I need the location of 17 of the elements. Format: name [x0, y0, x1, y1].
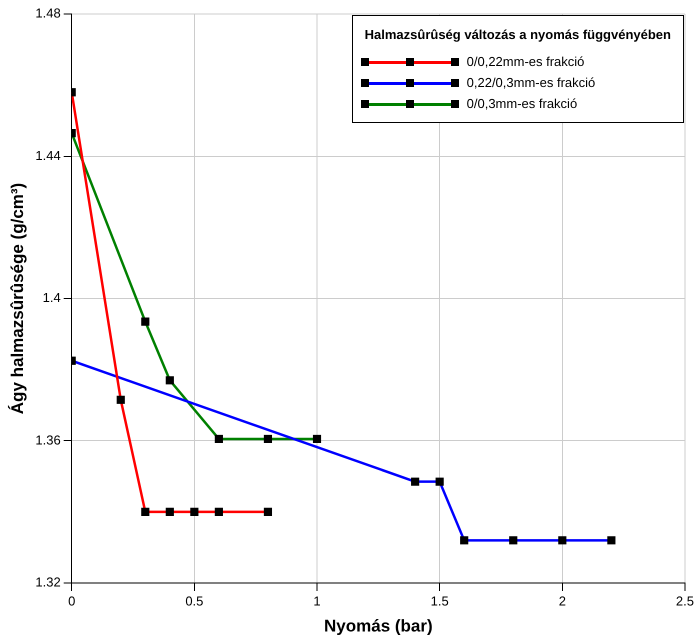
legend-label: 0/0,3mm-es frakció: [466, 95, 578, 113]
y-tick-label: 1.4: [42, 290, 61, 306]
y-tick-label: 1.36: [35, 432, 61, 448]
y-tick-label: 1.48: [35, 6, 61, 21]
x-axis-title: Nyomás (bar): [324, 616, 433, 636]
y-tick-label: 1.32: [35, 574, 61, 590]
x-tick-label: 1: [313, 593, 321, 608]
y-axis-title: Ágy halmazsûrûsége (g/cm³): [6, 182, 27, 414]
x-tick-label: 0: [68, 593, 76, 608]
legend-label: 0/0,22mm-es frakció: [466, 53, 584, 71]
x-tick-label: 2.5: [676, 593, 694, 608]
y-tick-label: 1.44: [35, 148, 61, 163]
x-tick-label: 0.5: [185, 593, 204, 608]
x-tick-label: 1.5: [430, 593, 449, 608]
legend-title: Halmazsûrûség változás a nyomás függvényében: [364, 26, 671, 44]
x-tick-label: 2: [558, 593, 566, 608]
legend-label: 0,22/0,3mm-es frakció: [466, 74, 596, 92]
